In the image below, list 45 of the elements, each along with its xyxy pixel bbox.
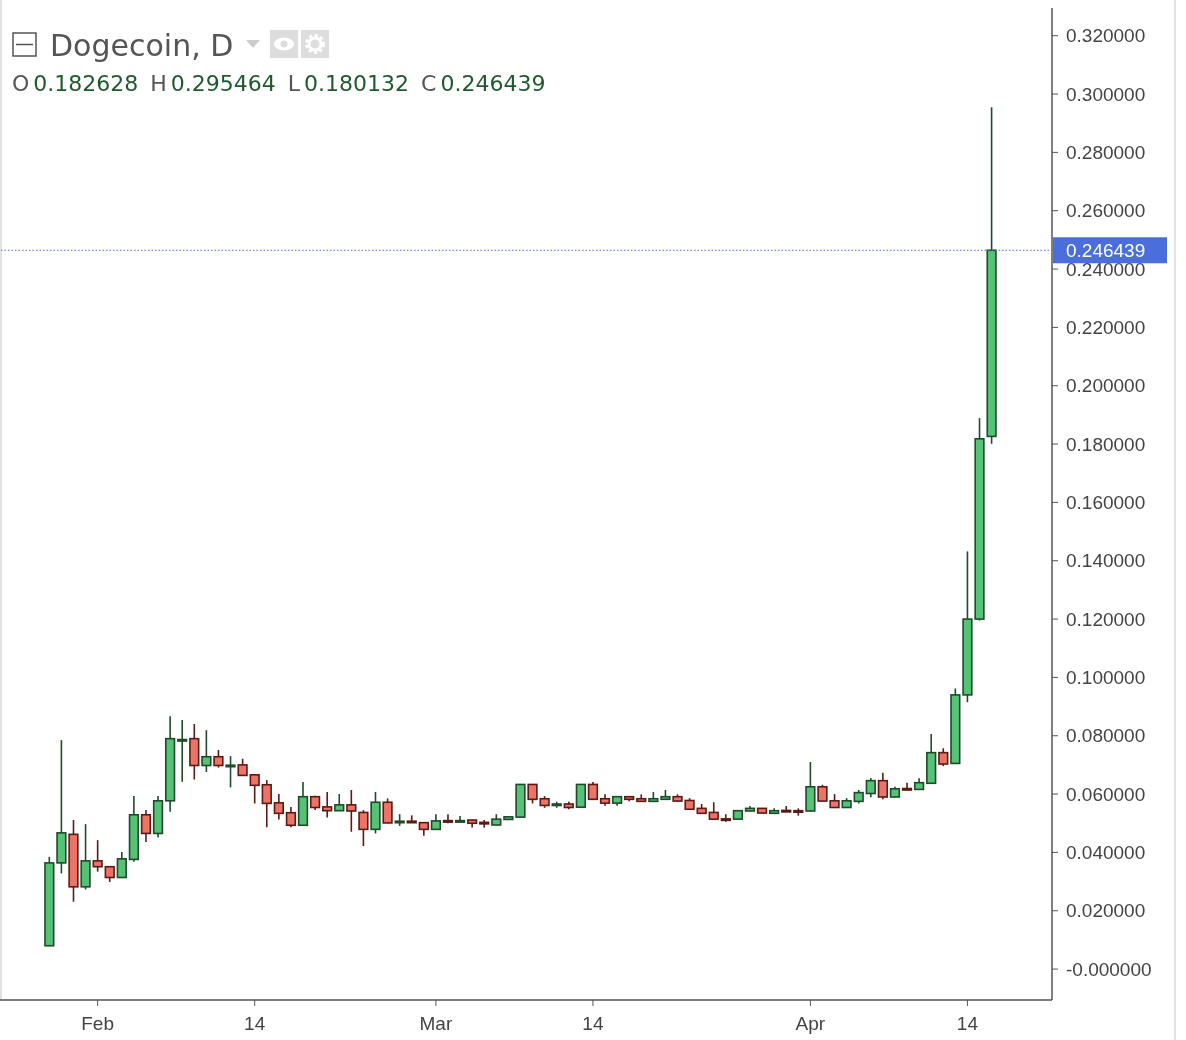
text: Dogecoin, D — [50, 28, 234, 63]
y-tick-label: 0.300000 — [1066, 83, 1146, 105]
y-tick-label: 0.200000 — [1066, 375, 1146, 397]
x-tick-label: 14 — [582, 1013, 604, 1034]
y-tick-label: 0.060000 — [1066, 783, 1146, 805]
y-tick-label: 0.020000 — [1066, 900, 1146, 922]
candlestick — [273, 793, 284, 821]
x-tick-label: Feb — [81, 1013, 115, 1034]
y-tick-label: 0.120000 — [1066, 608, 1146, 630]
x-tick-label: 14 — [244, 1013, 266, 1034]
candlestick — [92, 839, 103, 873]
candlestick — [249, 773, 260, 805]
y-tick-label: 0.280000 — [1066, 142, 1146, 164]
y-tick-label: 0.080000 — [1066, 725, 1146, 747]
candlestick — [346, 789, 357, 833]
y-tick-label: 0.180000 — [1066, 433, 1146, 455]
candlestick — [116, 851, 127, 879]
x-tick-label: Mar — [419, 1013, 453, 1034]
candlestick — [261, 779, 272, 829]
x-tick-label: 14 — [956, 1013, 979, 1034]
y-tick-label: 0.320000 — [1066, 25, 1146, 47]
candlestick — [177, 719, 188, 783]
candlestick — [358, 809, 369, 847]
y-tick-label: 0.160000 — [1066, 492, 1146, 514]
candlestick — [865, 777, 876, 799]
y-tick-label: 0.240000 — [1066, 258, 1146, 280]
candlestick — [575, 783, 587, 808]
x-tick-label: Apr — [795, 1013, 826, 1034]
candlestick — [140, 809, 152, 843]
candlestick — [285, 806, 297, 829]
y-tick-label: 0.260000 — [1066, 200, 1146, 222]
y-tick-label: 0.100000 — [1066, 667, 1146, 689]
text: O 0.182628 H 0.295464 L 0.180132 C 0.246439 — [12, 71, 546, 96]
y-tick-label: 0.140000 — [1066, 550, 1146, 572]
candlestick — [322, 791, 333, 819]
candlestick — [901, 781, 913, 791]
candlestick — [877, 771, 889, 801]
y-tick-label: 0.040000 — [1066, 842, 1146, 864]
y-tick-label: 0.220000 — [1066, 317, 1146, 339]
ref-line-label: 0.246439 — [1066, 239, 1146, 261]
y-tick-label: -0.000000 — [1066, 958, 1152, 980]
candlestick — [225, 755, 236, 789]
candlestick — [382, 797, 393, 825]
candlestick — [781, 805, 792, 813]
candlestick — [201, 729, 212, 773]
